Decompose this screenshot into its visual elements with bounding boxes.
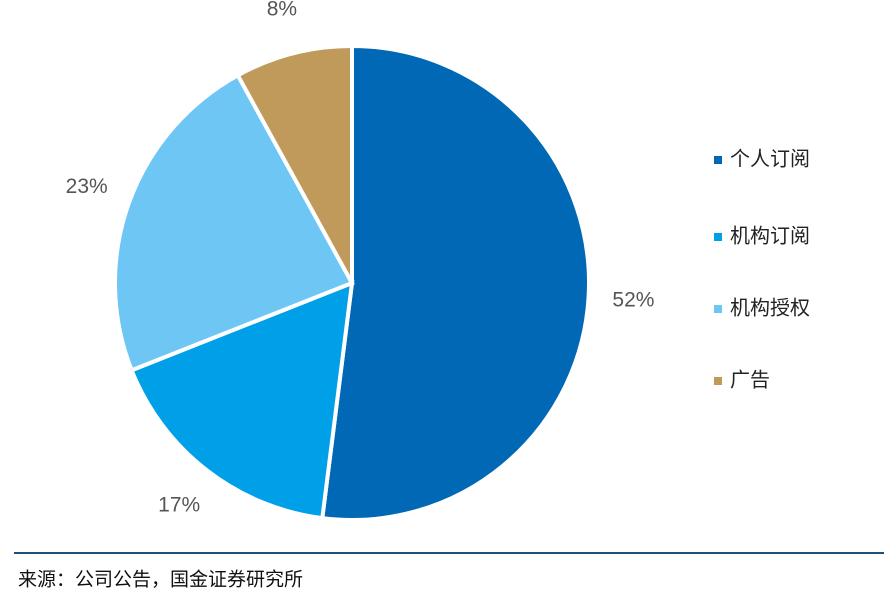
data-label: 52% (612, 288, 654, 311)
legend-label: 机构授权 (730, 296, 810, 320)
data-label: 23% (66, 175, 108, 198)
pie: 52% 17% 23% 8% (66, 0, 654, 522)
legend-swatch (714, 156, 722, 164)
pie-slice (235, 43, 354, 284)
data-label: 17% (158, 493, 200, 516)
legend-label: 广告 (730, 368, 770, 392)
legend-swatch (714, 377, 722, 385)
pie-slice (320, 43, 591, 522)
legend-swatch (714, 305, 722, 313)
source: 来源：公司公告，国金证券研究所 (18, 569, 303, 591)
data-label: 8% (267, 0, 297, 20)
legend-label: 个人订阅 (730, 147, 810, 171)
pie-slice (113, 72, 355, 373)
legend-label: 机构订阅 (730, 224, 810, 248)
legend-swatch (714, 233, 722, 241)
pie-slice (129, 279, 355, 521)
